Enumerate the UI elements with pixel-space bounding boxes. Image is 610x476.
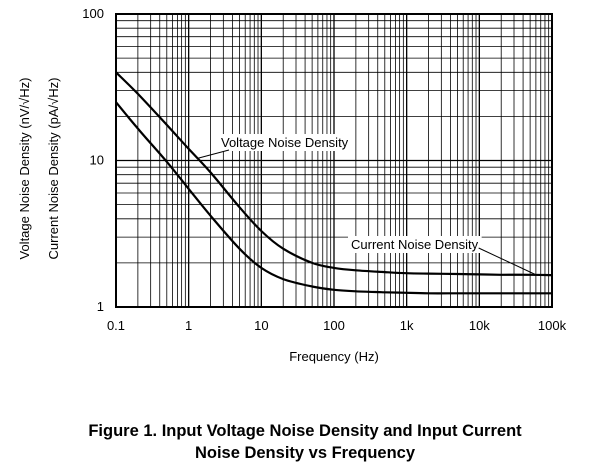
x-tick-labels: 0.1 1 10 100 1k 10k 100k — [107, 318, 567, 333]
y-tick-label: 1 — [97, 299, 104, 314]
x-tick-label: 100k — [538, 318, 567, 333]
x-tick-label: 100 — [323, 318, 345, 333]
current-noise-label: Current Noise Density — [351, 237, 479, 252]
y-axis-label-voltage: Voltage Noise Density (nV/√Hz) — [17, 78, 32, 260]
x-tick-label: 10k — [469, 318, 490, 333]
x-tick-label: 1k — [400, 318, 414, 333]
plot-frame — [115, 13, 553, 308]
series-layer — [115, 71, 553, 295]
voltage-noise-curve — [115, 71, 553, 277]
caption-line-1: Figure 1. Input Voltage Noise Density an… — [88, 422, 522, 440]
figure-caption: Figure 1. Input Voltage Noise Density an… — [0, 420, 610, 464]
current-noise-label-bg — [348, 236, 482, 253]
x-tick-label: 1 — [185, 318, 192, 333]
x-axis-label: Frequency (Hz) — [289, 349, 379, 364]
y-tick-label: 100 — [82, 6, 104, 21]
current-noise-leader-line — [478, 247, 537, 276]
current-noise-curve — [115, 101, 552, 295]
x-tick-label: 10 — [254, 318, 268, 333]
y-axis-label-current: Current Noise Density (pA/√Hz) — [46, 78, 61, 260]
y-tick-label: 10 — [90, 153, 104, 168]
annotations: Voltage Noise Density Current Noise Dens… — [196, 134, 537, 276]
voltage-noise-label: Voltage Noise Density — [221, 135, 349, 150]
voltage-noise-leader-line — [196, 149, 230, 159]
y-tick-labels: 1 10 100 — [82, 6, 104, 314]
voltage-noise-label-bg — [218, 134, 352, 151]
caption-line-2: Noise Density vs Frequency — [194, 444, 416, 462]
x-tick-label: 0.1 — [107, 318, 125, 333]
